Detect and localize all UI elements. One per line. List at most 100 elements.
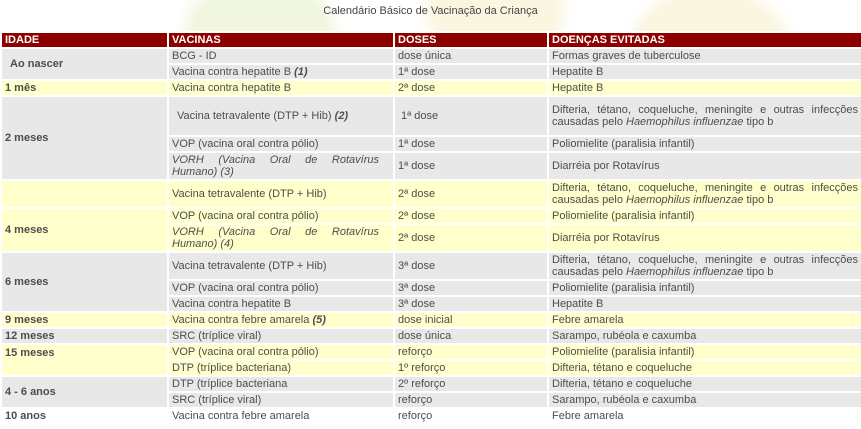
disease-cell: Febre amarela <box>547 407 861 425</box>
vaccine-cell: VORH (Vacina Oral de Rotavírus Humano) (… <box>167 223 395 253</box>
age-cell: 6 meses <box>0 251 169 313</box>
table-row: 10 anos Vacina contra febre amarela refo… <box>0 407 861 425</box>
disease-cell: Hepatite B <box>547 63 861 81</box>
disease-cell: Diarréia por Rotavírus <box>547 223 861 253</box>
age-cell: 1 mês <box>0 79 169 97</box>
vaccine-cell: DTP (tríplice bacteriana) <box>167 359 395 377</box>
table-row: 2 meses Vacina tetravalente (DTP + Hib) … <box>0 95 861 181</box>
dose-cell: reforço <box>393 407 549 425</box>
disease-cell: Difteria, tétano, coqueluche, meningite … <box>547 251 861 281</box>
vaccine-cell: Vacina tetravalente (DTP + Hib) <box>167 251 395 281</box>
table-row: 12 meses SRC (tríplice viral) dose única… <box>0 327 861 345</box>
column-header-vacinas: VACINAS <box>167 31 395 49</box>
vaccine-cell: Vacina contra hepatite B <box>167 295 395 313</box>
footnote-marker: (2) <box>334 110 349 122</box>
age-cell: Ao nascer <box>0 47 169 81</box>
disease-cell: Febre amarela <box>547 311 861 329</box>
disease-cell: Poliomielite (paralisia infantil) <box>547 207 861 225</box>
dose-cell: 2ª dose <box>393 207 549 225</box>
disease-italic-term: Haemophilus influenzae <box>626 116 744 128</box>
page-title: Calendário Básico de Vacinação da Crianç… <box>323 5 538 17</box>
dose-cell: reforço <box>393 391 549 409</box>
table-row: 6 meses Vacina tetravalente (DTP + Hib) … <box>0 251 861 313</box>
age-cell-empty <box>0 179 169 209</box>
table-row: Vacina contra hepatite B (1) 1ª dose Hep… <box>1 63 861 81</box>
column-header-doses: DOSES <box>393 31 549 49</box>
disease-text: Difteria, tétano, coqueluche, meningite … <box>552 104 858 128</box>
vaccine-label: Vacina contra hepatite B <box>172 66 292 78</box>
dose-cell: 1ª dose <box>393 135 549 153</box>
table-row: 4 - 6 anos DTP (tríplice bacteriana 2º r… <box>0 375 861 409</box>
table-row: VOP (vacina oral contra pólio) 1ª dose P… <box>1 135 861 153</box>
header-row: IDADE VACINAS DOSES DOENÇAS EVITADAS <box>0 31 861 49</box>
table-row: SRC (tríplice viral) reforço Sarampo, ru… <box>1 391 861 409</box>
disease-cell: Difteria, tétano, coqueluche, meningite … <box>547 95 861 137</box>
dose-cell: 2ª dose <box>393 223 549 253</box>
table-row: VORH (Vacina Oral de Rotavírus Humano) (… <box>1 151 861 181</box>
disease-cell: Sarampo, rubéola e caxumba <box>547 327 861 345</box>
table-row: Ao nascer BCG - ID dose única Formas gra… <box>0 47 861 81</box>
vaccine-label: Vacina tetravalente (DTP + Hib) <box>177 110 332 122</box>
vaccine-cell: BCG - ID <box>167 47 395 65</box>
disease-cell: Formas graves de tuberculose <box>547 47 861 65</box>
vaccination-table: IDADE VACINAS DOSES DOENÇAS EVITADAS Ao … <box>0 31 861 425</box>
age-cell: 12 meses <box>0 327 169 345</box>
disease-cell: Hepatite B <box>547 79 861 97</box>
disease-text: tipo b <box>743 194 774 206</box>
footnote-marker: (1) <box>294 66 308 78</box>
table-row: VORH (Vacina Oral de Rotavírus Humano) (… <box>1 223 861 253</box>
vaccine-cell: VORH (Vacina Oral de Rotavírus Humano) (… <box>167 151 395 181</box>
table-row: VOP (vacina oral contra pólio) 3ª dose P… <box>1 279 861 297</box>
vaccine-cell: VOP (vacina oral contra pólio) <box>167 207 395 225</box>
table-row: 1 mês Vacina contra hepatite B 2ª dose H… <box>0 79 861 97</box>
disease-text: tipo b <box>743 266 774 278</box>
age-cell: 9 meses <box>0 311 169 329</box>
disease-cell: Poliomielite (paralisia infantil) <box>547 343 861 361</box>
table-row: 4 meses VOP (vacina oral contra pólio) 2… <box>0 207 861 253</box>
disease-text: Difteria, tétano, coqueluche, meningite … <box>552 254 858 278</box>
footnote-marker: (3) <box>220 166 234 178</box>
age-cell: 10 anos <box>0 407 169 425</box>
table-row: DTP (tríplice bacteriana) 1º reforço Dif… <box>1 359 861 377</box>
vaccine-cell: VOP (vacina oral contra pólio) <box>167 135 395 153</box>
age-cell: 4 - 6 anos <box>0 375 169 409</box>
vaccine-cell: SRC (tríplice viral) <box>167 391 395 409</box>
table-row: 15 meses VOP (vacina oral contra pólio) … <box>0 343 861 377</box>
vaccine-cell: SRC (tríplice viral) <box>167 327 395 345</box>
table-row: Vacina contra hepatite B 3ª dose Hepatit… <box>1 295 861 313</box>
disease-cell: Diarréia por Rotavírus <box>547 151 861 181</box>
age-cell: 4 meses <box>0 207 169 253</box>
vaccine-cell: VOP (vacina oral contra pólio) <box>167 343 395 361</box>
dose-cell: dose inicial <box>393 311 549 329</box>
vaccine-cell: DTP (tríplice bacteriana <box>167 375 395 393</box>
dose-cell: 1ª dose <box>393 151 549 181</box>
disease-text: tipo b <box>743 116 774 128</box>
table-row: 9 meses Vacina contra febre amarela (5) … <box>0 311 861 329</box>
vaccine-cell: VOP (vacina oral contra pólio) <box>167 279 395 297</box>
dose-cell: 1ª dose <box>393 95 549 137</box>
table-row: Vacina tetravalente (DTP + Hib) 2ª dose … <box>0 179 861 209</box>
dose-cell: 3ª dose <box>393 295 549 313</box>
footnote-marker: (4) <box>220 238 234 250</box>
vaccine-cell: Vacina contra febre amarela <box>167 407 395 425</box>
dose-cell: 3ª dose <box>393 251 549 281</box>
disease-cell: Difteria, tétano, coqueluche, meningite … <box>547 179 861 209</box>
vaccine-label: VORH (Vacina Oral de Rotavírus Humano) <box>172 226 379 250</box>
dose-cell: 3ª dose <box>393 279 549 297</box>
column-header-doencas-evitadas: DOENÇAS EVITADAS <box>547 31 861 49</box>
vaccine-label: VORH (Vacina Oral de Rotavírus Humano) <box>172 154 379 178</box>
vaccine-cell: Vacina tetravalente (DTP + Hib) <box>167 179 395 209</box>
dose-cell: reforço <box>393 343 549 361</box>
disease-cell: Sarampo, rubéola e caxumba <box>547 391 861 409</box>
vaccine-cell: Vacina contra hepatite B <box>167 79 395 97</box>
footnote-marker: (5) <box>312 314 326 326</box>
vaccine-label: Vacina contra febre amarela <box>172 314 310 326</box>
age-cell: 2 meses <box>0 95 169 181</box>
disease-italic-term: Haemophilus influenzae <box>626 194 744 206</box>
disease-italic-term: Haemophilus influenzae <box>626 266 744 278</box>
vaccine-cell: Vacina tetravalente (DTP + Hib) (2) <box>167 95 395 137</box>
vaccine-cell: Vacina contra hepatite B (1) <box>167 63 395 81</box>
vaccine-cell: Vacina contra febre amarela (5) <box>167 311 395 329</box>
disease-cell: Poliomielite (paralisia infantil) <box>547 135 861 153</box>
dose-cell: 2ª dose <box>393 179 549 209</box>
